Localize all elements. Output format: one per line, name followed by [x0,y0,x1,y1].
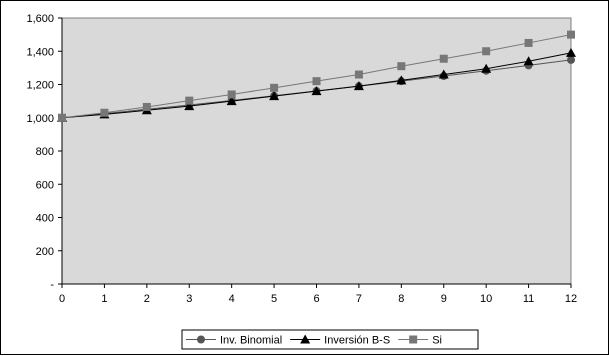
legend-item: Si [398,335,442,347]
x-tick-label: 6 [313,293,319,305]
y-tick-label: 800 [36,146,54,158]
x-tick-label: 2 [144,293,150,305]
legend: Inv. Binomial Inversión B-S Si [181,329,479,350]
data-point [312,77,321,86]
data-point [311,86,322,96]
data-point [226,96,237,106]
x-tick-label: 9 [441,293,447,305]
data-point [567,55,575,64]
series-layer [57,30,576,122]
legend-label: Inv. Binomial [220,335,282,347]
plot-area [61,17,572,285]
data-point [397,62,406,71]
y-tick-label: - [50,279,54,291]
legend-label: Si [432,335,442,347]
data-point [184,101,195,111]
x-tick-label: 11 [523,293,534,305]
x-tick-label: 4 [229,293,235,305]
x-tick-label: 12 [565,293,577,305]
data-point [185,96,194,105]
data-point [439,54,448,63]
legend-item: Inversión B-S [290,334,390,347]
data-point [438,69,449,79]
legend-marker [197,335,205,344]
legend-label: Inversión B-S [324,335,390,347]
x-tick-label: 10 [480,293,492,305]
y-tick-label: 1,200 [26,80,54,92]
data-point [227,90,236,99]
legend-marker [409,335,418,344]
data-point [524,38,533,47]
data-point [270,83,279,92]
data-point [58,113,66,122]
data-point [353,81,364,91]
y-tick-label: 1,600 [26,13,54,25]
y-tick-label: 600 [36,179,54,191]
y-tick-label: 1,000 [26,113,54,125]
data-point [269,91,280,101]
data-point [354,70,363,79]
data-point [567,30,575,39]
legend-marker [300,334,311,344]
x-tick-label: 1 [101,293,107,305]
data-point [566,47,576,57]
legend-item: Inv. Binomial [186,335,282,347]
data-point [482,47,491,56]
data-point [523,56,534,66]
x-tick-label: 8 [398,293,404,305]
y-tick-label: 1,400 [26,46,54,58]
x-tick-label: 3 [186,293,192,305]
x-tick-label: 5 [271,293,277,305]
x-tick-label: 0 [59,293,65,305]
y-tick-label: 400 [36,213,54,225]
data-point [396,75,407,85]
legend-box [181,329,479,350]
data-point [481,63,492,73]
series-2 [58,30,575,122]
data-point [100,108,109,117]
x-tick-label: 7 [356,293,362,305]
data-point [142,102,151,111]
y-tick-label: 200 [36,246,54,258]
